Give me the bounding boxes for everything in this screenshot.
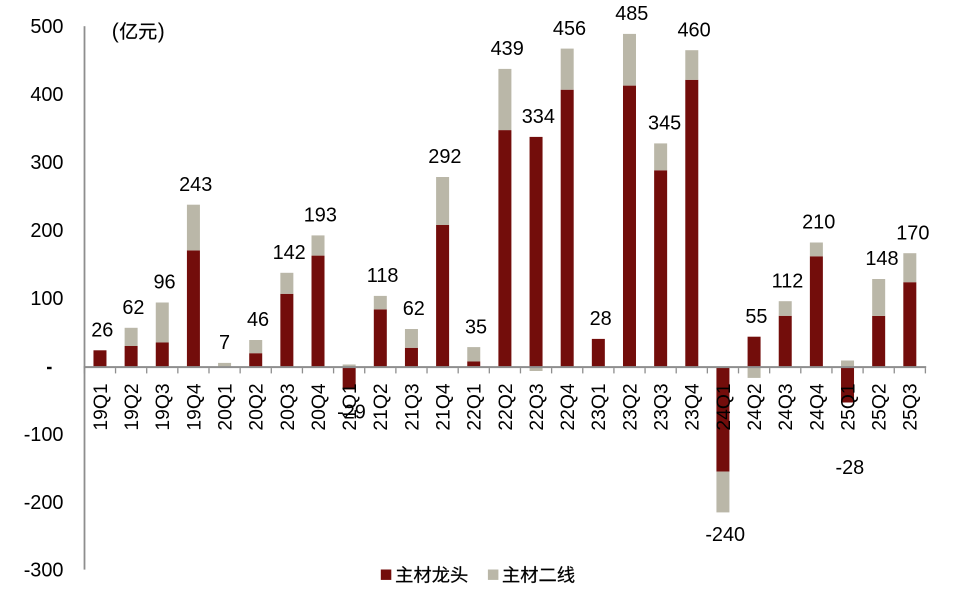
svg-text:22Q2: 22Q2 <box>496 383 517 430</box>
svg-text:7: 7 <box>219 332 230 354</box>
svg-text:22Q1: 22Q1 <box>465 383 486 430</box>
svg-text:20Q3: 20Q3 <box>278 383 299 430</box>
svg-text:24Q3: 24Q3 <box>776 383 797 430</box>
svg-text:243: 243 <box>179 174 212 196</box>
svg-text:19Q2: 19Q2 <box>122 383 143 430</box>
svg-text:62: 62 <box>122 297 144 319</box>
svg-text:456: 456 <box>553 18 586 40</box>
svg-text:334: 334 <box>522 106 555 128</box>
svg-text:21Q4: 21Q4 <box>434 383 455 430</box>
svg-text:-28: -28 <box>835 457 864 479</box>
svg-text:439: 439 <box>491 38 524 60</box>
svg-text:300: 300 <box>30 152 63 174</box>
svg-text:23Q3: 23Q3 <box>652 383 673 430</box>
svg-text:19Q1: 19Q1 <box>91 383 112 430</box>
svg-text:292: 292 <box>428 146 461 168</box>
svg-text:20Q1: 20Q1 <box>215 383 236 430</box>
svg-text:22Q3: 22Q3 <box>527 383 548 430</box>
svg-text:24Q4: 24Q4 <box>807 383 828 430</box>
svg-text:): ) <box>158 20 165 43</box>
svg-text:485: 485 <box>615 3 648 25</box>
svg-text:-29: -29 <box>337 401 366 423</box>
svg-text:23Q4: 23Q4 <box>683 383 704 430</box>
svg-text:35: 35 <box>465 316 487 338</box>
svg-text:24Q1: 24Q1 <box>714 383 735 430</box>
svg-text:193: 193 <box>304 205 337 227</box>
svg-text:345: 345 <box>648 113 681 135</box>
svg-text:25Q3: 25Q3 <box>901 383 922 430</box>
svg-text:148: 148 <box>865 248 898 270</box>
svg-text:-300: -300 <box>24 560 64 582</box>
svg-text:500: 500 <box>30 16 63 38</box>
svg-text:142: 142 <box>273 242 306 264</box>
svg-text:28: 28 <box>590 308 612 330</box>
svg-text:112: 112 <box>772 270 804 292</box>
svg-text:210: 210 <box>802 212 835 234</box>
svg-text:400: 400 <box>30 84 63 106</box>
svg-text:55: 55 <box>745 306 767 328</box>
svg-text:21Q1: 21Q1 <box>340 383 361 430</box>
svg-text:62: 62 <box>403 298 425 320</box>
svg-text:200: 200 <box>30 220 63 242</box>
svg-text:23Q2: 23Q2 <box>620 383 641 430</box>
svg-text:25Q2: 25Q2 <box>870 383 891 430</box>
svg-text:96: 96 <box>154 272 176 294</box>
svg-text:26: 26 <box>91 320 113 342</box>
svg-text:20Q4: 20Q4 <box>309 383 330 430</box>
svg-text:100: 100 <box>30 288 63 310</box>
svg-text:24Q2: 24Q2 <box>745 383 766 430</box>
svg-text:118: 118 <box>367 265 399 287</box>
svg-text:-200: -200 <box>24 492 64 514</box>
svg-text:23Q1: 23Q1 <box>589 383 610 430</box>
svg-text:25Q1: 25Q1 <box>838 383 859 430</box>
svg-text:22Q4: 22Q4 <box>558 383 579 430</box>
svg-text:21Q3: 21Q3 <box>402 383 423 430</box>
svg-text:(: ( <box>112 20 119 43</box>
svg-text:19Q4: 19Q4 <box>184 383 205 430</box>
svg-text:20Q2: 20Q2 <box>247 383 268 430</box>
svg-text:-100: -100 <box>24 424 64 446</box>
svg-text:-240: -240 <box>705 524 745 546</box>
svg-text:460: 460 <box>677 19 710 41</box>
svg-text:46: 46 <box>247 309 269 331</box>
svg-text:21Q2: 21Q2 <box>371 383 392 430</box>
svg-text:170: 170 <box>896 222 929 244</box>
svg-text:19Q3: 19Q3 <box>153 383 174 430</box>
